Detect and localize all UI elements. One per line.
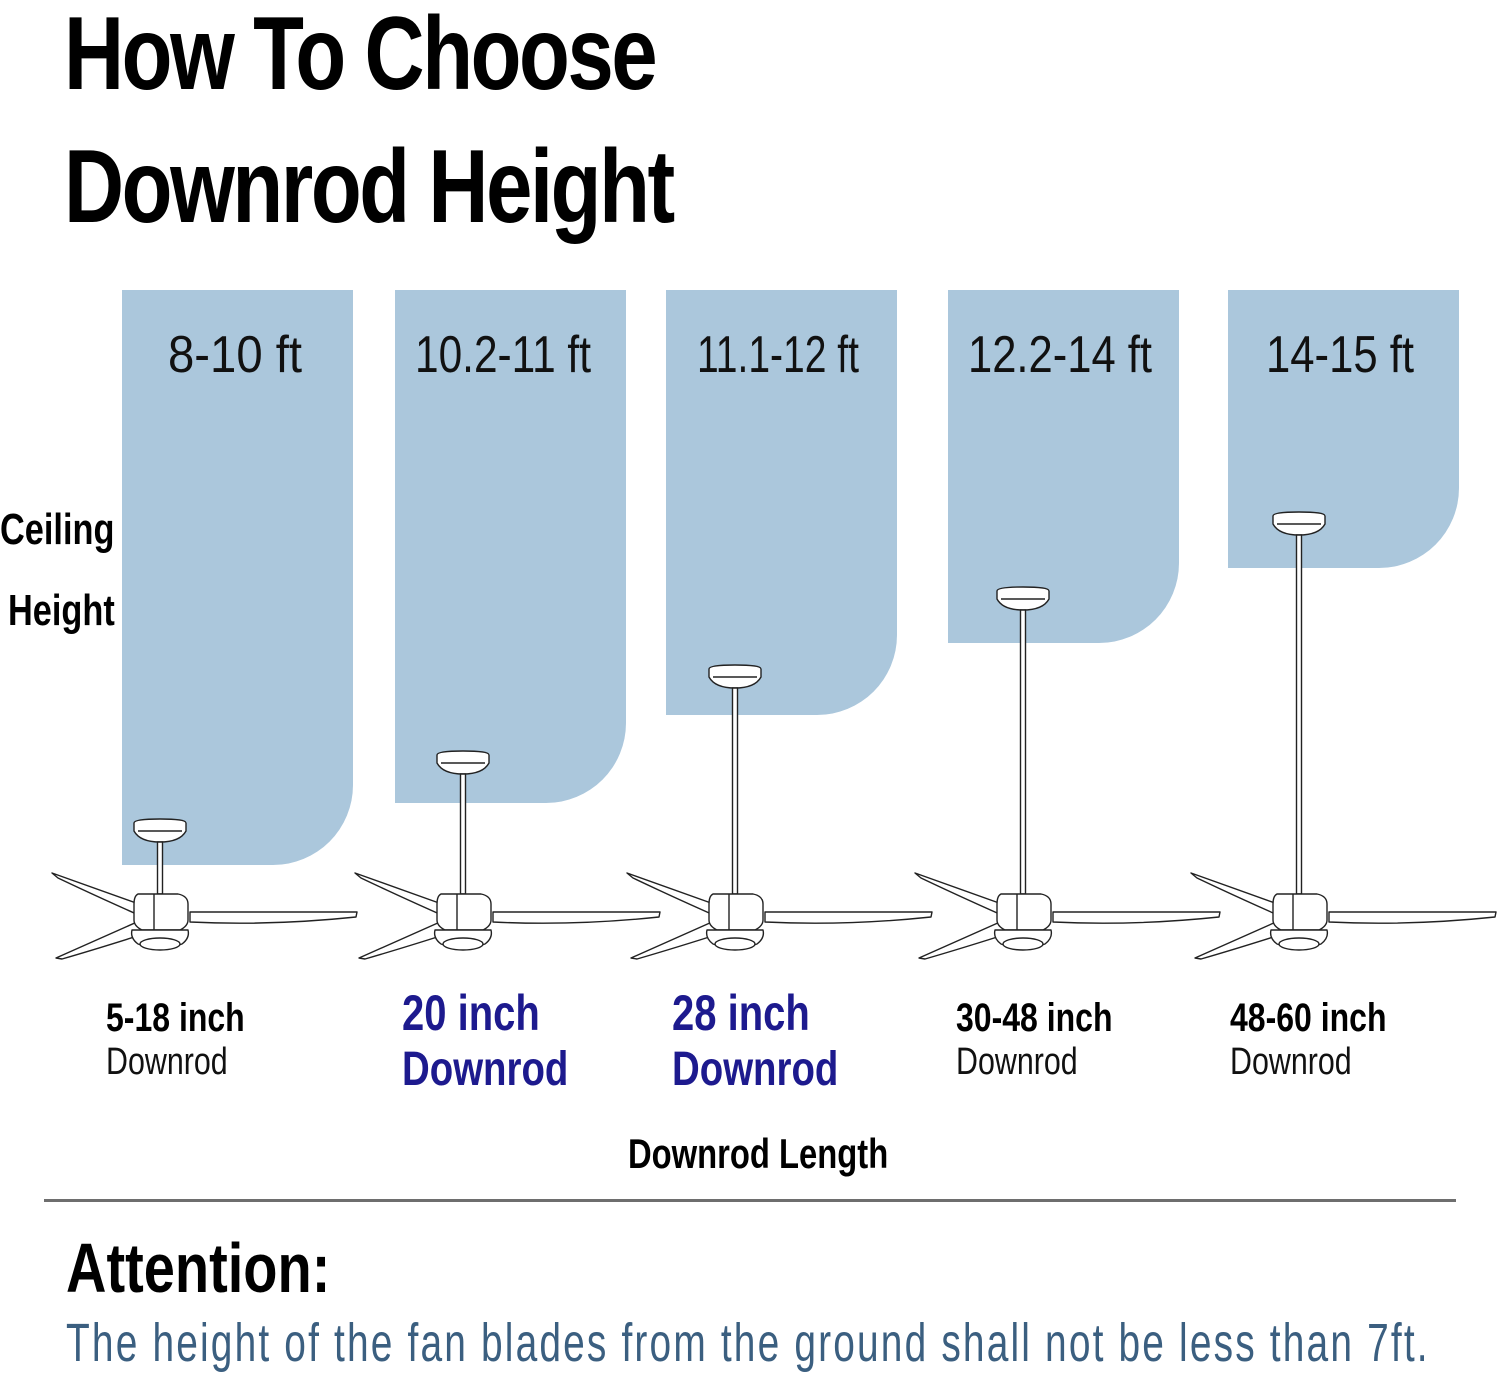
ceiling-fan-icon	[914, 586, 1221, 960]
ceiling-fan-icon	[1190, 511, 1497, 960]
ceiling-height-label-line-2: Height	[8, 586, 115, 635]
downrod-size-label-5: 48-60 inch Downrod	[1230, 996, 1387, 1086]
ceiling-area-4	[948, 290, 1179, 643]
downrod-size-label-1: 5-18 inch Downrod	[106, 996, 245, 1086]
divider	[44, 1199, 1456, 1202]
ceiling-panel-4: 12.2-14 ft	[948, 290, 1179, 643]
downrod-size-label-2: 20 inch Downrod	[402, 986, 568, 1099]
ceiling-height-label-line-1: Ceiling	[0, 505, 115, 554]
ceiling-area-2	[395, 290, 626, 803]
downrod-word: Downrod	[402, 1043, 569, 1096]
ceiling-panel-5: 14-15 ft	[1228, 290, 1459, 568]
downrod-word: Downrod	[672, 1043, 839, 1096]
title-line-1: How To Choose	[64, 0, 658, 112]
downrod-word: Downrod	[1230, 1041, 1352, 1083]
ceiling-fan-icon	[51, 818, 358, 960]
downrod-size: 28 inch	[672, 985, 810, 1041]
attention-heading: Attention:	[66, 1229, 331, 1307]
ceiling-fan-icon	[626, 664, 933, 960]
downrod-size: 30-48 inch	[956, 996, 1113, 1040]
downrod-size: 20 inch	[402, 985, 540, 1041]
downrod-word: Downrod	[106, 1041, 228, 1083]
ceiling-panel-3: 11.1-12 ft	[666, 290, 897, 715]
ceiling-panel-1: 8-10 ft	[122, 290, 353, 865]
ceiling-range-label: 12.2-14 ft	[968, 326, 1152, 384]
ceiling-area-1	[122, 290, 353, 865]
downrod-size: 48-60 inch	[1230, 996, 1387, 1040]
ceiling-range-label: 8-10 ft	[168, 326, 302, 384]
ceiling-area-5	[1228, 290, 1459, 568]
ceiling-range-label: 11.1-12 ft	[697, 326, 859, 384]
ceiling-area-3	[666, 290, 897, 715]
downrod-length-label: Downrod Length	[628, 1130, 889, 1177]
downrod-size-label-3: 28 inch Downrod	[672, 986, 838, 1099]
ceiling-range-label: 10.2-11 ft	[415, 326, 591, 384]
downrod-word: Downrod	[956, 1041, 1078, 1083]
attention-text: The height of the fan blades from the gr…	[66, 1313, 1430, 1373]
ceiling-fan-icon	[354, 750, 661, 960]
downrod-size: 5-18 inch	[106, 996, 245, 1040]
ceiling-range-label: 14-15 ft	[1266, 326, 1414, 384]
downrod-size-label-4: 30-48 inch Downrod	[956, 996, 1113, 1086]
title-line-2: Downrod Height	[64, 129, 675, 245]
ceiling-panel-2: 10.2-11 ft	[395, 290, 626, 803]
